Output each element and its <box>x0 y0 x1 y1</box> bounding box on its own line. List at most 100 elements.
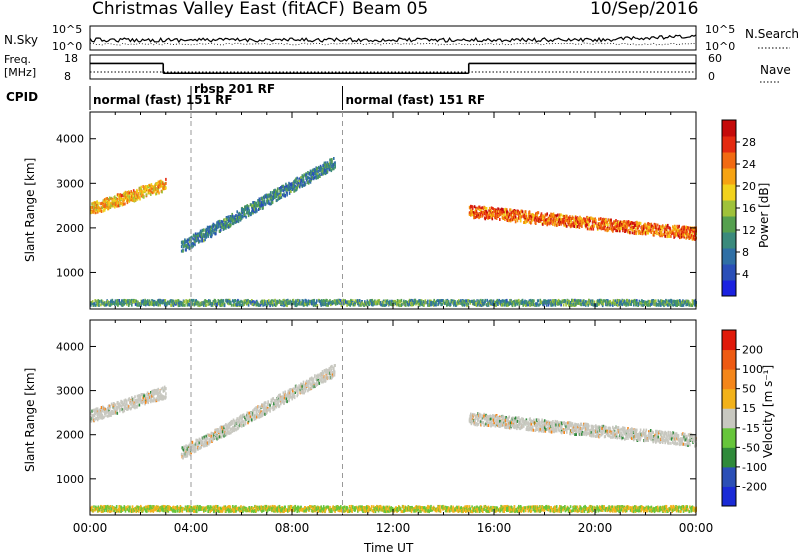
data-cell <box>273 303 276 307</box>
data-cell <box>157 391 160 395</box>
data-cell <box>479 214 482 218</box>
data-cell <box>100 210 103 213</box>
data-cell <box>423 303 425 307</box>
data-cell <box>182 303 185 307</box>
data-cell <box>593 220 596 224</box>
data-cell <box>581 222 584 226</box>
data-cell <box>675 299 678 303</box>
data-cell <box>591 224 594 228</box>
data-cell <box>309 169 312 173</box>
data-cell <box>221 301 224 305</box>
data-cell <box>187 238 189 242</box>
data-cell <box>329 301 332 305</box>
data-cell <box>330 169 333 173</box>
data-cell <box>494 216 497 220</box>
data-cell <box>209 299 211 303</box>
data-cell <box>194 445 197 449</box>
data-cell <box>573 225 576 228</box>
data-cell <box>609 220 612 224</box>
data-cell <box>369 301 372 305</box>
data-cell <box>101 409 103 413</box>
data-cell <box>247 303 250 307</box>
data-cell <box>663 225 665 229</box>
data-cell <box>132 189 135 193</box>
data-cell <box>218 219 221 223</box>
data-cell <box>616 224 619 228</box>
data-cell <box>543 215 546 219</box>
data-cell <box>648 303 650 306</box>
data-cell <box>218 435 221 439</box>
data-cell <box>586 223 588 227</box>
data-cell <box>426 301 429 305</box>
data-cell <box>674 233 677 237</box>
data-cell <box>394 299 396 303</box>
data-cell <box>491 217 494 221</box>
data-cell <box>180 245 183 249</box>
data-cell <box>149 188 151 192</box>
freq-label-line2: [MHz] <box>4 66 36 79</box>
data-cell <box>226 216 228 220</box>
data-cell <box>498 213 500 217</box>
data-cell <box>649 225 651 229</box>
data-cell <box>217 428 220 432</box>
data-cell <box>285 299 288 303</box>
data-cell <box>682 234 684 238</box>
data-cell <box>521 210 524 214</box>
data-cell <box>119 402 121 406</box>
data-cell <box>221 426 223 429</box>
data-cell <box>620 220 623 224</box>
data-cell <box>622 299 624 303</box>
data-cell <box>104 203 107 206</box>
data-cell <box>119 404 122 408</box>
data-cell <box>286 304 288 308</box>
data-cell <box>524 210 527 214</box>
data-cell <box>146 302 149 306</box>
data-cell <box>601 221 603 224</box>
data-cell <box>252 211 254 215</box>
data-cell <box>465 299 467 303</box>
data-cell <box>113 199 115 203</box>
data-cell <box>684 233 686 237</box>
data-cell <box>100 416 102 420</box>
data-cell <box>628 223 631 227</box>
data-cell <box>635 303 637 307</box>
data-cell <box>275 189 277 193</box>
mode-label: rbsp 201 RF <box>194 82 275 96</box>
data-cell <box>563 216 565 220</box>
data-cell <box>551 215 553 219</box>
data-cell <box>204 444 206 448</box>
data-cell <box>105 205 108 209</box>
data-cell <box>96 201 98 204</box>
data-cell <box>384 299 387 303</box>
data-cell <box>298 302 300 306</box>
data-cell <box>146 185 148 189</box>
data-cell <box>155 301 157 305</box>
data-cell <box>237 218 240 222</box>
data-cell <box>159 183 161 186</box>
data-cell <box>191 302 193 306</box>
data-cell <box>624 222 627 225</box>
data-cell <box>598 222 601 225</box>
data-cell <box>358 303 360 307</box>
data-cell <box>376 302 379 306</box>
data-cell <box>483 209 486 213</box>
data-cell <box>131 401 134 405</box>
data-cell <box>114 302 116 306</box>
data-cell <box>276 190 279 194</box>
data-cell <box>528 213 530 217</box>
data-cell <box>108 196 111 200</box>
data-cell <box>494 301 497 304</box>
data-cell <box>293 189 296 193</box>
data-cell <box>276 198 278 202</box>
data-cell <box>618 226 620 230</box>
data-cell <box>95 410 97 414</box>
data-cell <box>156 182 158 186</box>
data-cell <box>162 389 165 393</box>
data-cell <box>262 203 264 207</box>
data-cell <box>110 203 113 207</box>
data-cell <box>631 300 633 304</box>
data-cell <box>418 299 420 303</box>
data-cell <box>519 219 522 223</box>
data-cell <box>229 219 232 223</box>
data-cell <box>268 201 270 205</box>
